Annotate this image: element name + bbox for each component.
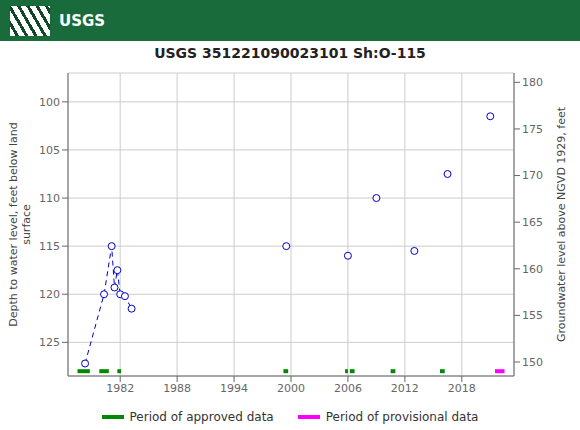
svg-text:160: 160	[522, 263, 543, 276]
svg-text:2012: 2012	[391, 382, 419, 395]
html-text:USGS: USGS	[59, 11, 106, 30]
svg-text:125: 125	[39, 336, 60, 349]
svg-text:100: 100	[39, 96, 60, 109]
svg-text:2000: 2000	[277, 382, 305, 395]
html-text:USGS 351221090023101 Sh:O-115: USGS 351221090023101 Sh:O-115	[154, 45, 426, 61]
html-text:Period of provisional data: Period of provisional data	[325, 410, 479, 424]
svg-text:165: 165	[522, 216, 543, 229]
svg-text:155: 155	[522, 309, 543, 322]
svg-text:Depth to water level, feet bel: Depth to water level, feet below land	[8, 122, 20, 327]
svg-text:170: 170	[522, 169, 543, 182]
svg-text:110: 110	[39, 192, 60, 205]
svg-text:1982: 1982	[106, 382, 134, 395]
svg-text:180: 180	[522, 76, 543, 89]
svg-text:2018: 2018	[448, 382, 476, 395]
svg-text:1994: 1994	[220, 382, 248, 395]
svg-text:175: 175	[522, 123, 543, 136]
svg-text:115: 115	[39, 240, 60, 253]
html-text:Period of approved data: Period of approved data	[129, 410, 274, 424]
svg-text:Groundwater level above NGVD 1: Groundwater level above NGVD 1929, feet	[555, 106, 568, 342]
svg-text:2006: 2006	[334, 382, 362, 395]
svg-text:105: 105	[39, 144, 60, 157]
svg-text:surface: surface	[20, 204, 33, 245]
svg-text:150: 150	[522, 356, 543, 369]
svg-text:120: 120	[39, 288, 60, 301]
svg-text:1988: 1988	[163, 382, 191, 395]
